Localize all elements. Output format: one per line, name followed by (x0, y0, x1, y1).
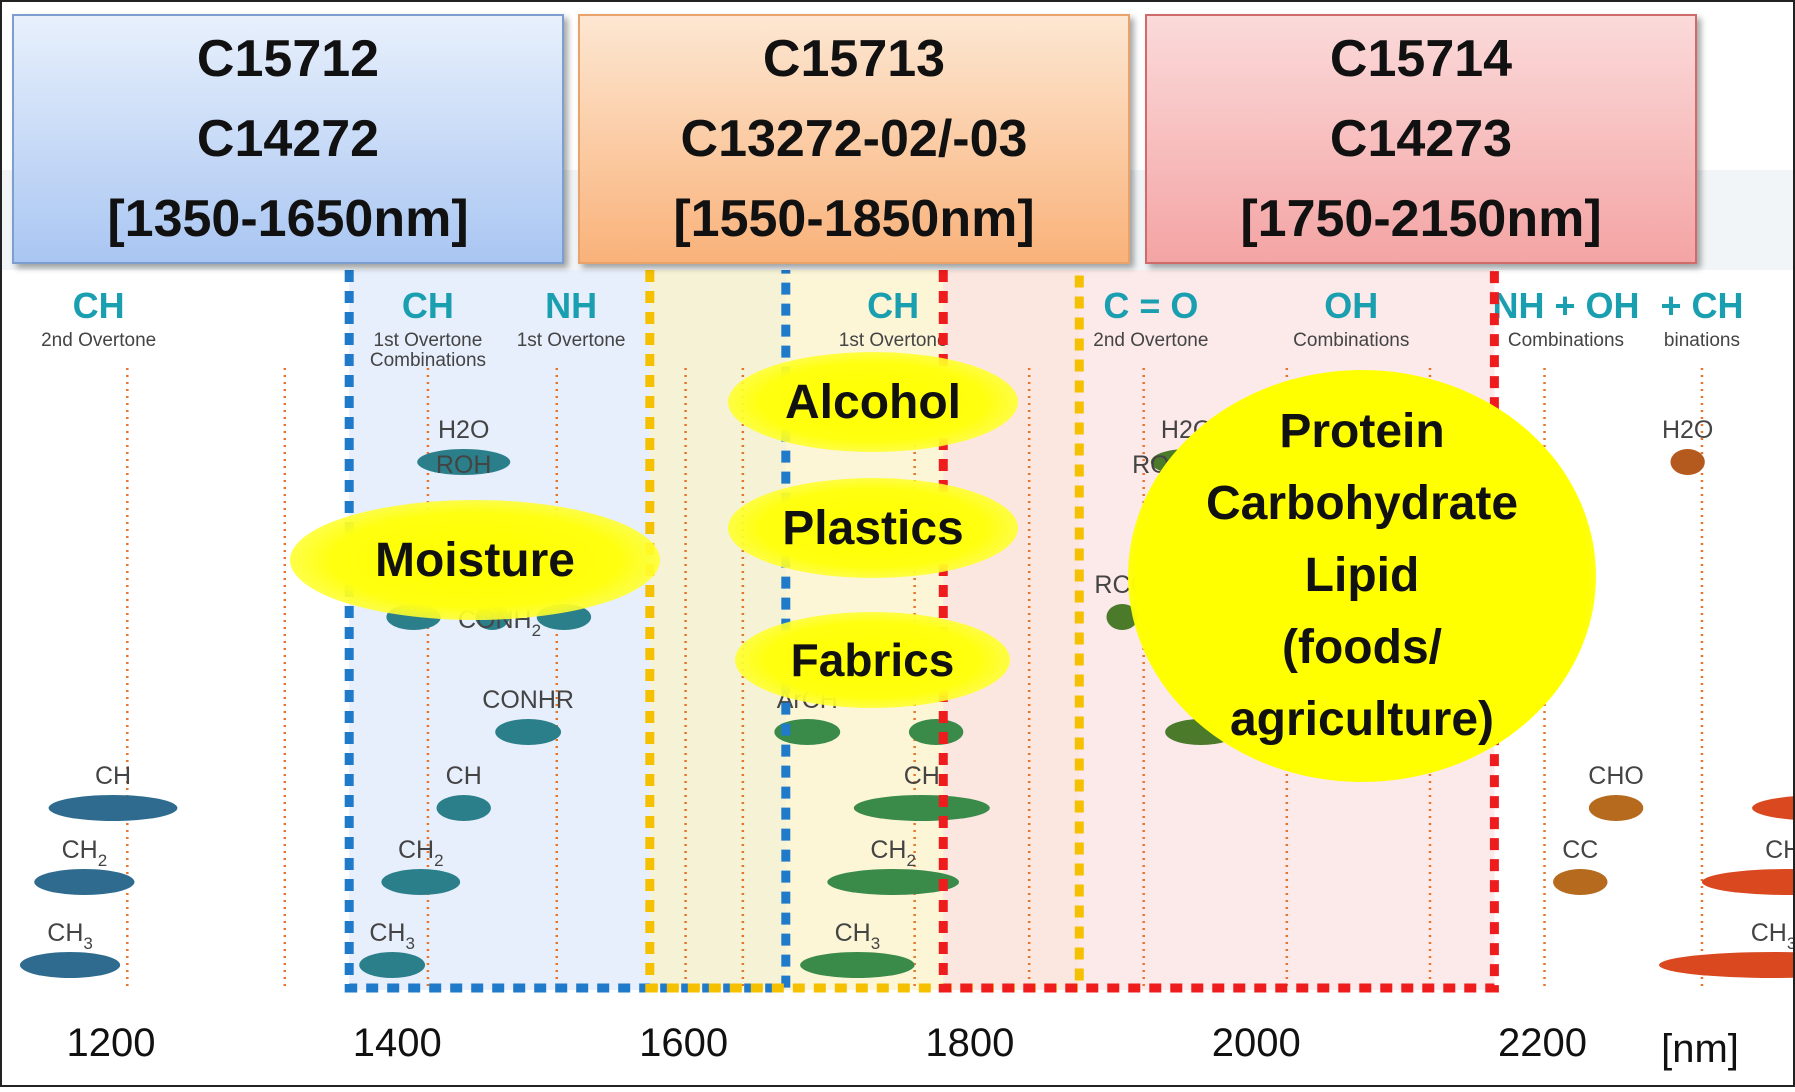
model-c15713-line-2: C13272-02/-03 (680, 110, 1028, 168)
band-header-label: CH (867, 285, 919, 326)
band-ellipse (436, 795, 491, 821)
application-moisture: Moisture (290, 500, 660, 620)
band-header-label: C = O (1103, 285, 1198, 326)
band-header-sub: 1st Overtone (374, 330, 483, 351)
band-label: CH3 (1751, 919, 1795, 953)
band-ellipse (1701, 869, 1795, 895)
band-header-sub: Combinations (1293, 330, 1409, 351)
band-ellipse (853, 795, 990, 821)
x-tick-label: 1400 (353, 1021, 442, 1065)
x-tick-label: 1200 (67, 1021, 156, 1065)
band-label: CH3 (47, 919, 93, 953)
model-c15712-line-1: C15712 (196, 30, 380, 88)
model-c15712-line-3: [1350-1650nm] (107, 190, 469, 248)
band-header-label: NH + OH (1492, 285, 1639, 326)
band-ellipse (417, 449, 511, 475)
model-box-c15712: C15712 C14272 [1350-1650nm] (12, 14, 564, 264)
band-header-sub2: Combinations (370, 350, 486, 371)
band-label: H2O (1662, 416, 1713, 444)
model-c15714-line-1: C15714 (1329, 30, 1513, 88)
band-ellipse (1588, 795, 1644, 821)
band-header-sub: Combinations (1508, 330, 1624, 351)
application-foods: (foods/ (1282, 621, 1442, 674)
band-label: CH (95, 762, 131, 790)
band-header-sub: 1st Overtone (517, 330, 626, 351)
application-carbohydrate: Carbohydrate (1205, 477, 1519, 530)
application-lipid: Lipid (1304, 549, 1420, 602)
band-header-label: + CH (1660, 285, 1743, 326)
application-alcohol: Alcohol (728, 352, 1018, 452)
band-ellipse (1752, 796, 1795, 820)
band-label: CH2 (62, 836, 108, 870)
band-label: CONHR (482, 686, 574, 714)
model-box-c15714: C15714 C14273 [1750-2150nm] (1145, 14, 1697, 264)
model-c15713-line-3: [1550-1850nm] (673, 190, 1035, 248)
band-label: CC (1562, 836, 1598, 864)
application-agriculture: agriculture) (1229, 693, 1495, 746)
range-outline-c15713 (645, 270, 1084, 993)
band-ellipse (1553, 869, 1608, 895)
band-header-label: NH (545, 285, 597, 326)
band-ellipse (48, 795, 178, 821)
band-label: CH (446, 762, 482, 790)
band-header-label: OH (1324, 285, 1378, 326)
band-ellipse (1659, 952, 1795, 978)
band-ellipse (800, 952, 915, 978)
model-box-c15713: C15713 C13272-02/-03 [1550-1850nm] (578, 14, 1130, 264)
band-ellipse (495, 719, 562, 745)
band-header-sub: 2nd Overtone (1093, 330, 1208, 351)
application-protein-group: Protein Carbohydrate Lipid (foods/ agric… (1128, 370, 1596, 782)
band-ellipse (19, 952, 121, 978)
band-header-sub: binations (1664, 330, 1740, 351)
band-ellipse (1106, 604, 1138, 630)
x-tick-label: 1600 (639, 1021, 728, 1065)
band-label: CH2 (1765, 836, 1795, 870)
band-ellipse (381, 869, 461, 895)
band-ellipse (1670, 449, 1705, 475)
x-tick-label: 2200 (1498, 1021, 1587, 1065)
band-ellipse (908, 719, 964, 745)
x-axis-unit: [nm] (1661, 1027, 1739, 1071)
application-protein: Protein (1279, 405, 1445, 458)
band-label: CHO (1588, 762, 1644, 790)
band-header-sub: 2nd Overtone (41, 330, 156, 351)
model-c15714-line-2: C14273 (1329, 110, 1513, 168)
band-header-sub: 1st Overtone (839, 330, 948, 351)
model-c15714-line-3: [1750-2150nm] (1240, 190, 1602, 248)
band-header-label: CH (402, 285, 454, 326)
x-tick-label: 1800 (925, 1021, 1014, 1065)
band-ellipse (359, 952, 426, 978)
band-label: H2O (438, 416, 489, 444)
band-ellipse (827, 869, 960, 895)
band-label: ROH (436, 451, 492, 479)
band-header-label: CH (73, 285, 125, 326)
model-c15713-line-1: C15713 (762, 30, 946, 88)
band-label: CH (904, 762, 940, 790)
x-axis: 1200 1400 1600 1800 2000 2200 [nm] (67, 1021, 1739, 1071)
application-plastics: Plastics (728, 478, 1018, 578)
model-c15712-line-2: C14272 (196, 110, 380, 168)
x-tick-label: 2000 (1212, 1021, 1301, 1065)
band-ellipse (34, 869, 135, 895)
band-ellipse (774, 719, 841, 745)
application-fabrics: Fabrics (735, 612, 1010, 708)
